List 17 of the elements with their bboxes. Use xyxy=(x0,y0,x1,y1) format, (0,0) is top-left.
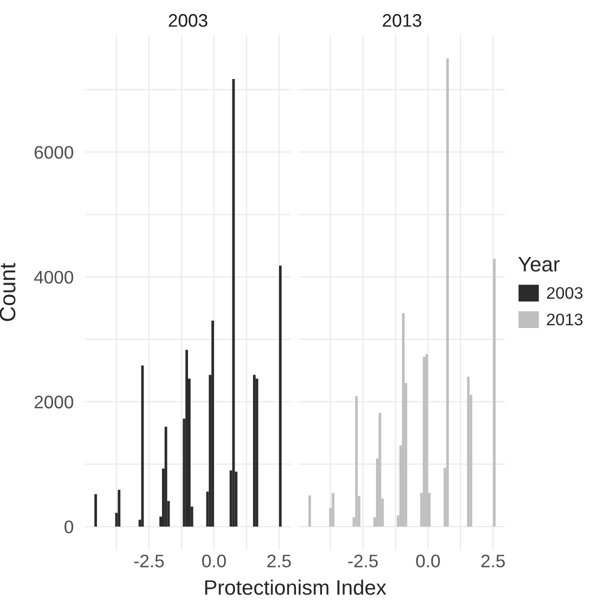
y-tick-label: 2000 xyxy=(34,396,74,408)
legend-label: 2003 xyxy=(547,287,583,299)
x-tick-label: 0.0 xyxy=(416,554,440,568)
chart-title: 2003 xyxy=(168,14,208,27)
legend-label: 2013 xyxy=(547,314,583,326)
chart-title: 2013 xyxy=(382,14,422,27)
x-tick-label: -2.5 xyxy=(134,554,164,568)
y-axis-title: Count xyxy=(0,263,16,322)
x-tick-label: -2.5 xyxy=(348,554,378,568)
y-tick-label: 0 xyxy=(64,520,74,534)
x-tick-label: 2.5 xyxy=(267,554,291,568)
y-tick-label: 6000 xyxy=(34,146,74,159)
x-tick-label: 0.0 xyxy=(202,554,226,568)
x-tick-label: 2.5 xyxy=(481,554,505,568)
y-tick-label: 4000 xyxy=(34,270,74,284)
legend-title: Year xyxy=(518,257,560,272)
x-axis-title: Protectionism Index xyxy=(205,580,386,595)
